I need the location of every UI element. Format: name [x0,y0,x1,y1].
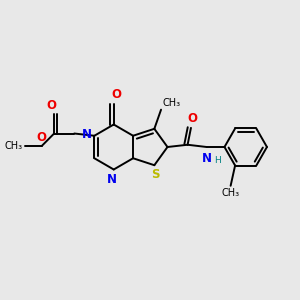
Text: O: O [111,88,121,101]
Text: CH₃: CH₃ [222,188,240,198]
Text: O: O [37,131,47,144]
Text: N: N [107,173,117,186]
Text: N: N [81,128,92,141]
Text: N: N [202,152,212,164]
Text: CH₃: CH₃ [4,141,23,151]
Text: CH₃: CH₃ [163,98,181,108]
Text: O: O [46,99,56,112]
Text: S: S [152,168,160,181]
Text: H: H [214,156,220,165]
Text: O: O [188,112,197,125]
